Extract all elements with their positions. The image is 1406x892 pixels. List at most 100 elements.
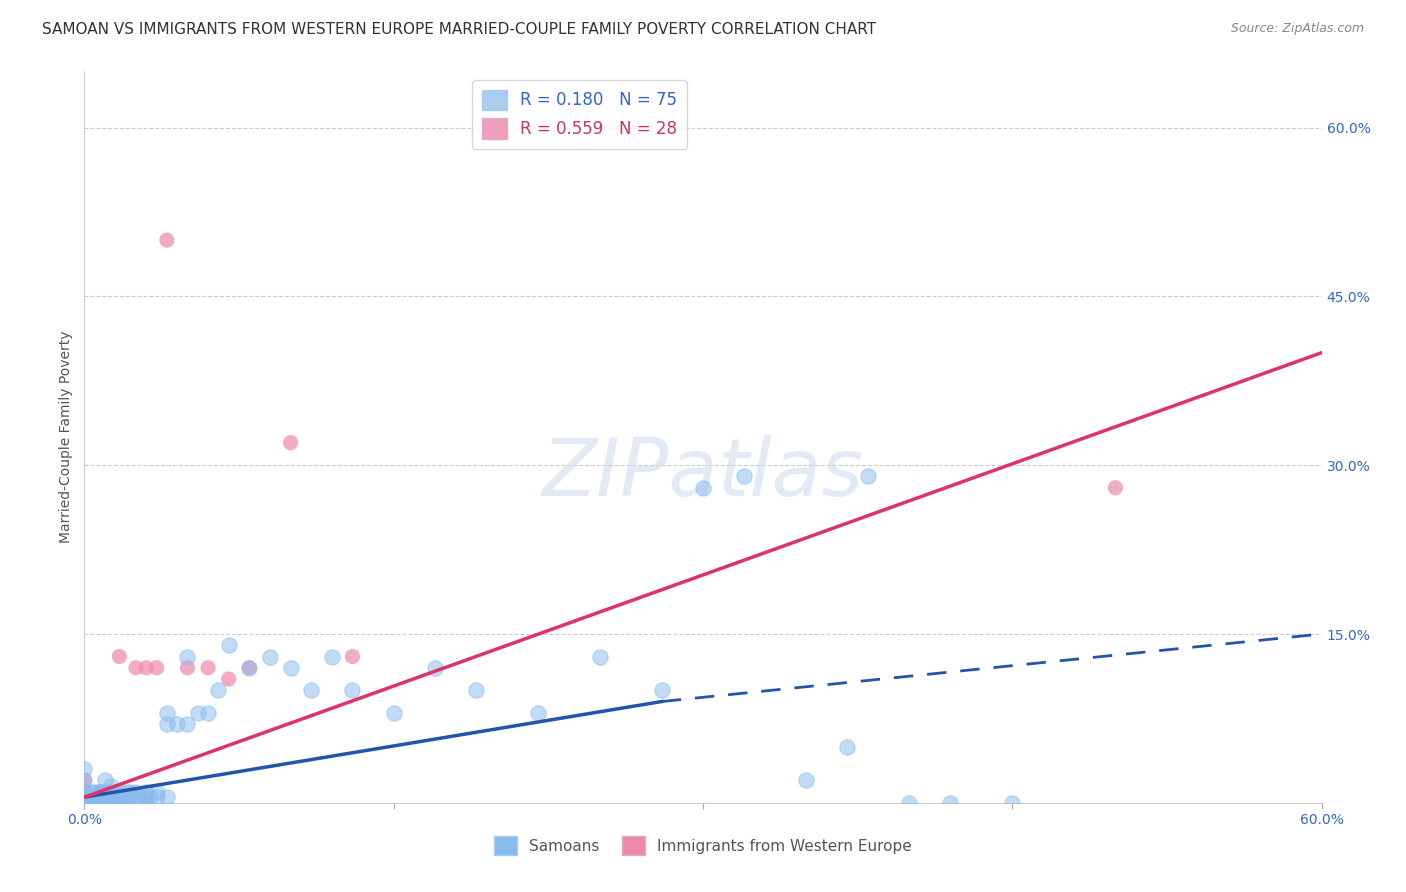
- Point: [145, 784, 167, 798]
- Point: [135, 796, 157, 810]
- Point: [129, 790, 152, 805]
- Point: [423, 661, 446, 675]
- Point: [145, 790, 167, 805]
- Point: [125, 784, 148, 798]
- Text: ZIPatlas: ZIPatlas: [541, 434, 865, 513]
- Point: [733, 469, 755, 483]
- Point: [110, 790, 132, 805]
- Point: [100, 779, 122, 793]
- Point: [98, 790, 121, 805]
- Point: [238, 661, 260, 675]
- Point: [939, 796, 962, 810]
- Point: [98, 784, 121, 798]
- Point: [79, 790, 101, 805]
- Point: [73, 790, 96, 805]
- Point: [187, 706, 209, 720]
- Point: [73, 762, 96, 776]
- Point: [94, 773, 117, 788]
- Point: [114, 796, 136, 810]
- Point: [83, 790, 105, 805]
- Point: [98, 784, 121, 798]
- Point: [114, 796, 136, 810]
- Point: [321, 649, 343, 664]
- Point: [79, 784, 101, 798]
- Point: [90, 784, 112, 798]
- Point: [108, 790, 131, 805]
- Legend: Samoans, Immigrants from Western Europe: Samoans, Immigrants from Western Europe: [488, 830, 918, 861]
- Point: [259, 649, 281, 664]
- Point: [176, 649, 198, 664]
- Point: [299, 683, 322, 698]
- Point: [108, 784, 131, 798]
- Point: [104, 784, 127, 798]
- Point: [176, 661, 198, 675]
- Point: [207, 683, 229, 698]
- Point: [125, 661, 148, 675]
- Point: [280, 661, 302, 675]
- Point: [176, 717, 198, 731]
- Point: [692, 481, 714, 495]
- Point: [139, 790, 162, 805]
- Point: [156, 233, 179, 247]
- Point: [73, 784, 96, 798]
- Point: [87, 784, 110, 798]
- Point: [118, 784, 141, 798]
- Point: [527, 706, 550, 720]
- Point: [197, 661, 219, 675]
- Point: [135, 796, 157, 810]
- Point: [91, 790, 114, 805]
- Point: [77, 796, 100, 810]
- Point: [166, 717, 188, 731]
- Point: [342, 649, 364, 664]
- Point: [104, 796, 127, 810]
- Point: [87, 790, 110, 805]
- Point: [651, 683, 673, 698]
- Point: [465, 683, 488, 698]
- Point: [898, 796, 921, 810]
- Point: [1001, 796, 1024, 810]
- Point: [794, 773, 817, 788]
- Point: [100, 790, 122, 805]
- Point: [83, 796, 105, 810]
- Point: [90, 796, 112, 810]
- Point: [135, 784, 157, 798]
- Point: [94, 790, 117, 805]
- Point: [104, 790, 127, 805]
- Point: [73, 773, 96, 788]
- Point: [280, 435, 302, 450]
- Point: [114, 790, 136, 805]
- Point: [589, 649, 612, 664]
- Point: [156, 706, 179, 720]
- Point: [135, 790, 157, 805]
- Point: [77, 796, 100, 810]
- Point: [856, 469, 879, 483]
- Point: [135, 661, 157, 675]
- Point: [238, 661, 260, 675]
- Point: [91, 796, 114, 810]
- Point: [94, 796, 117, 810]
- Point: [73, 796, 96, 810]
- Point: [73, 790, 96, 805]
- Point: [156, 790, 179, 805]
- Y-axis label: Married-Couple Family Poverty: Married-Couple Family Poverty: [59, 331, 73, 543]
- Point: [837, 739, 859, 754]
- Point: [218, 672, 240, 686]
- Text: Source: ZipAtlas.com: Source: ZipAtlas.com: [1230, 22, 1364, 36]
- Point: [1104, 481, 1126, 495]
- Point: [342, 683, 364, 698]
- Point: [104, 790, 127, 805]
- Point: [90, 784, 112, 798]
- Point: [83, 784, 105, 798]
- Point: [83, 796, 105, 810]
- Point: [73, 773, 96, 788]
- Point: [108, 649, 131, 664]
- Point: [73, 796, 96, 810]
- Point: [218, 638, 240, 652]
- Point: [73, 784, 96, 798]
- Text: SAMOAN VS IMMIGRANTS FROM WESTERN EUROPE MARRIED-COUPLE FAMILY POVERTY CORRELATI: SAMOAN VS IMMIGRANTS FROM WESTERN EUROPE…: [42, 22, 876, 37]
- Point: [145, 661, 167, 675]
- Point: [77, 790, 100, 805]
- Point: [114, 790, 136, 805]
- Point: [156, 717, 179, 731]
- Point: [94, 796, 117, 810]
